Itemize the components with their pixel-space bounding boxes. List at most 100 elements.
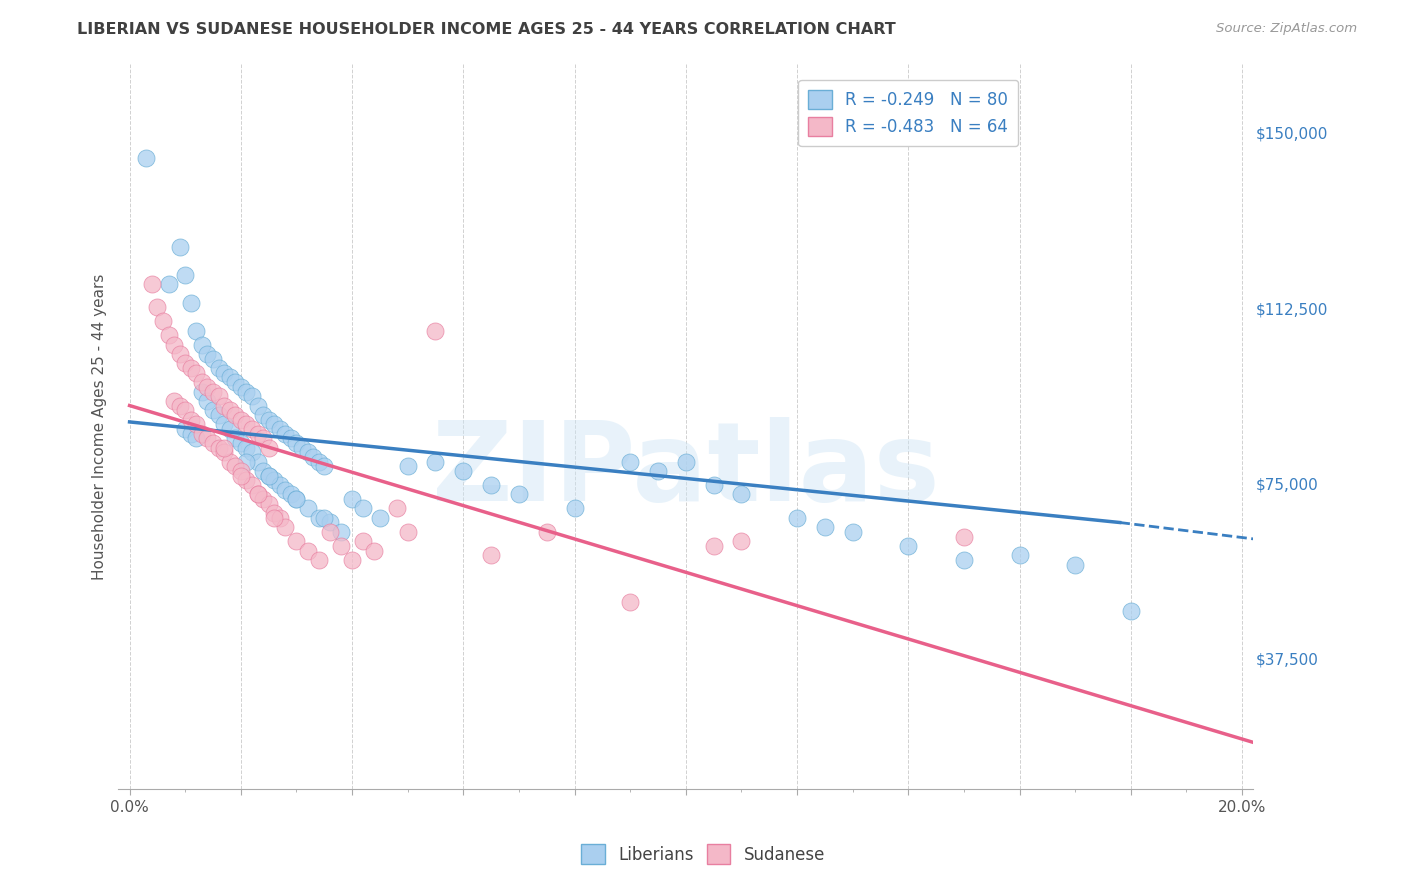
Point (285, 436, 308, 450)
Point (197, 393, 219, 408)
Text: $37,500: $37,500 (1256, 653, 1319, 668)
Point (169, 239, 191, 253)
Point (1119, 604, 1142, 618)
Point (703, 478, 725, 492)
Text: $112,500: $112,500 (1256, 302, 1327, 318)
Point (246, 455, 269, 469)
Point (263, 417, 285, 432)
Point (619, 595, 641, 609)
Text: $150,000: $150,000 (1256, 127, 1327, 142)
Point (352, 534, 374, 549)
Point (263, 474, 285, 488)
Point (191, 375, 214, 389)
Point (157, 277, 180, 291)
Point (229, 412, 252, 426)
Point (703, 539, 725, 553)
Point (953, 529, 976, 543)
Point (141, 277, 163, 291)
Point (257, 497, 280, 511)
Point (180, 361, 202, 376)
Point (1008, 548, 1031, 562)
Point (352, 501, 374, 516)
Point (730, 487, 752, 501)
Point (212, 417, 235, 432)
Point (163, 337, 186, 351)
Point (897, 539, 920, 553)
Point (285, 534, 308, 549)
Point (252, 408, 274, 422)
Point (240, 389, 263, 403)
Point (314, 511, 336, 525)
Point (174, 268, 197, 282)
Point (224, 459, 246, 474)
Point (186, 431, 208, 445)
Point (252, 492, 274, 507)
Point (186, 417, 208, 432)
Text: $75,000: $75,000 (1256, 477, 1319, 492)
Point (291, 441, 314, 455)
Point (212, 445, 235, 459)
Point (212, 441, 235, 455)
Point (302, 450, 325, 464)
Point (197, 380, 219, 394)
Point (180, 426, 202, 441)
Point (257, 468, 280, 483)
Point (1064, 558, 1087, 572)
Point (235, 474, 257, 488)
Point (297, 501, 319, 516)
Point (308, 511, 330, 525)
Point (235, 441, 257, 455)
Point (169, 347, 191, 361)
Point (135, 151, 157, 165)
Point (201, 436, 224, 450)
Point (207, 408, 229, 422)
Point (285, 492, 308, 507)
Point (396, 459, 419, 474)
Text: LIBERIAN VS SUDANESE HOUSEHOLDER INCOME AGES 25 - 44 YEARS CORRELATION CHART: LIBERIAN VS SUDANESE HOUSEHOLDER INCOME … (77, 22, 896, 37)
Point (157, 328, 180, 343)
Point (953, 553, 976, 567)
Point (212, 399, 235, 413)
Point (647, 464, 669, 478)
Point (201, 351, 224, 366)
Point (252, 464, 274, 478)
Point (368, 511, 391, 525)
Text: Source: ZipAtlas.com: Source: ZipAtlas.com (1216, 22, 1357, 36)
Point (619, 455, 641, 469)
Point (201, 384, 224, 399)
Point (319, 524, 342, 539)
Point (218, 403, 240, 417)
Point (479, 548, 502, 562)
Point (786, 511, 808, 525)
Point (479, 478, 502, 492)
Point (385, 501, 408, 516)
Point (363, 543, 385, 558)
Point (240, 478, 263, 492)
Point (235, 384, 257, 399)
Point (163, 393, 186, 408)
Point (340, 492, 363, 507)
Point (269, 511, 291, 525)
Point (169, 399, 191, 413)
Point (508, 487, 530, 501)
Point (218, 422, 240, 436)
Point (235, 455, 257, 469)
Point (224, 408, 246, 422)
Point (180, 412, 202, 426)
Point (263, 511, 285, 525)
Point (246, 399, 269, 413)
Point (263, 506, 285, 520)
Point (229, 380, 252, 394)
Point (174, 356, 197, 370)
Point (675, 455, 697, 469)
Point (297, 543, 319, 558)
Point (246, 487, 269, 501)
Point (329, 539, 352, 553)
Legend: Liberians, Sudanese: Liberians, Sudanese (575, 838, 831, 871)
Point (246, 426, 269, 441)
Point (308, 455, 330, 469)
Point (180, 295, 202, 310)
Point (269, 422, 291, 436)
Point (207, 389, 229, 403)
Point (425, 455, 447, 469)
